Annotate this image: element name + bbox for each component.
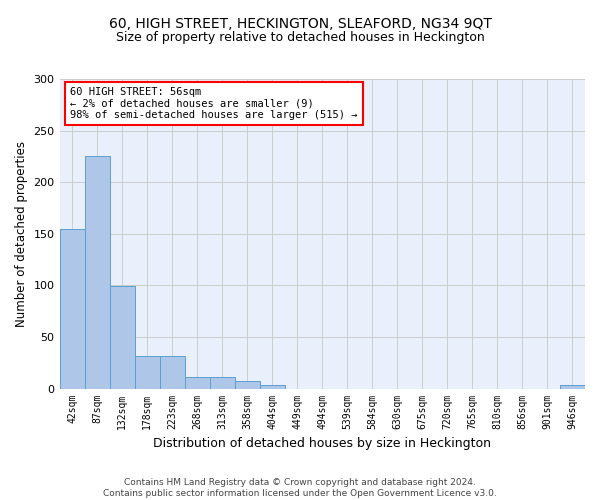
X-axis label: Distribution of detached houses by size in Heckington: Distribution of detached houses by size …	[153, 437, 491, 450]
Bar	[260, 386, 285, 388]
Text: 60, HIGH STREET, HECKINGTON, SLEAFORD, NG34 9QT: 60, HIGH STREET, HECKINGTON, SLEAFORD, N…	[109, 18, 491, 32]
Bar	[185, 377, 209, 388]
Text: Contains HM Land Registry data © Crown copyright and database right 2024.
Contai: Contains HM Land Registry data © Crown c…	[103, 478, 497, 498]
Bar	[59, 228, 85, 388]
Bar	[85, 156, 110, 388]
Text: 60 HIGH STREET: 56sqm
← 2% of detached houses are smaller (9)
98% of semi-detach: 60 HIGH STREET: 56sqm ← 2% of detached h…	[70, 86, 358, 120]
Bar	[110, 286, 134, 388]
Bar	[235, 382, 260, 388]
Bar	[160, 356, 185, 388]
Text: Size of property relative to detached houses in Heckington: Size of property relative to detached ho…	[116, 31, 484, 44]
Bar	[560, 386, 585, 388]
Bar	[134, 356, 160, 388]
Y-axis label: Number of detached properties: Number of detached properties	[15, 141, 28, 327]
Bar	[209, 377, 235, 388]
